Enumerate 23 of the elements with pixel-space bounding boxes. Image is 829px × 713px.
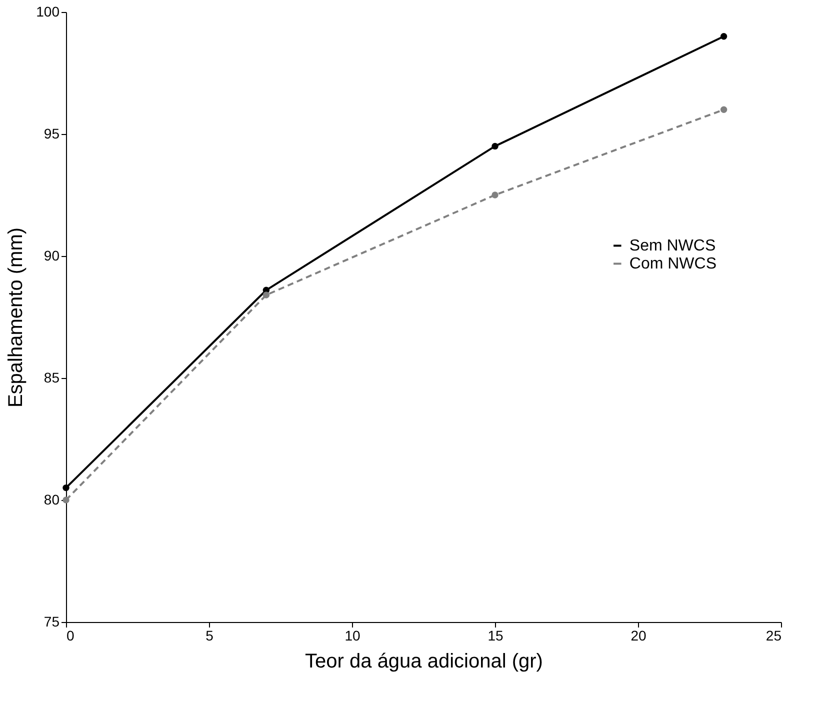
y-tick-label: 90 <box>44 248 60 264</box>
x-tick-label: 20 <box>630 628 646 644</box>
x-tick-label: 0 <box>66 628 74 644</box>
y-tick-label: 75 <box>44 614 60 630</box>
y-tick-label: 100 <box>36 4 60 20</box>
y-axis-title: Espalhamento (mm) <box>5 227 28 408</box>
y-tick-label: 85 <box>44 370 60 386</box>
legend-label: Sem NWCS <box>629 238 716 255</box>
x-tick-label: 25 <box>766 628 782 644</box>
y-tick-label: 80 <box>44 492 60 508</box>
point <box>492 142 498 150</box>
x-axis-title: Teor da água adicional (gr) <box>305 650 543 672</box>
y-tick-label: 95 <box>44 126 60 142</box>
point <box>720 106 728 113</box>
x-tick-label: 5 <box>206 628 214 644</box>
point <box>720 33 728 40</box>
x-tick-label: 15 <box>488 628 504 644</box>
legend-label: Com NWCS <box>629 256 717 273</box>
x-tick-label: 10 <box>344 628 360 644</box>
point <box>262 292 270 298</box>
point <box>62 496 70 504</box>
point <box>62 484 70 492</box>
point <box>492 192 498 198</box>
